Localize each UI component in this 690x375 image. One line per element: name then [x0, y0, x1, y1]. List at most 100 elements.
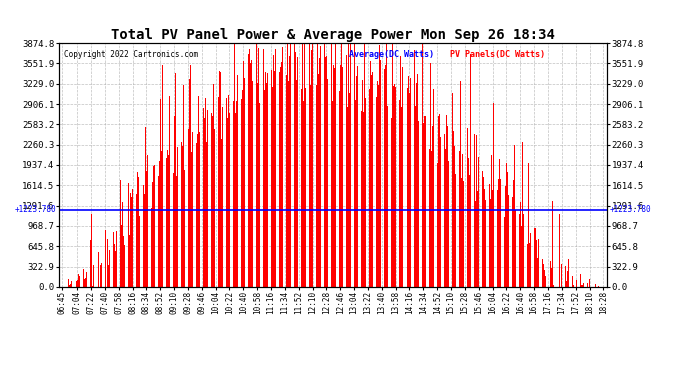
Bar: [598, 286, 599, 287]
Bar: [161, 151, 162, 287]
Bar: [513, 180, 514, 287]
Bar: [258, 48, 259, 287]
Bar: [319, 58, 320, 287]
Bar: [503, 127, 504, 287]
Bar: [282, 47, 283, 287]
Bar: [527, 244, 528, 287]
Bar: [528, 163, 529, 287]
Bar: [103, 250, 104, 287]
Bar: [280, 67, 281, 287]
Bar: [239, 43, 240, 287]
Bar: [493, 103, 494, 287]
Bar: [421, 83, 422, 287]
Bar: [153, 166, 154, 287]
Bar: [455, 174, 456, 287]
Bar: [184, 171, 185, 287]
Bar: [201, 106, 202, 287]
Bar: [323, 43, 324, 287]
Bar: [467, 128, 468, 287]
Bar: [373, 49, 374, 287]
Bar: [515, 210, 516, 287]
Bar: [287, 43, 288, 287]
Bar: [440, 137, 441, 287]
Bar: [124, 245, 125, 287]
Bar: [462, 154, 463, 287]
Bar: [155, 207, 156, 287]
Bar: [477, 192, 478, 287]
Bar: [177, 147, 178, 287]
Bar: [146, 171, 147, 287]
Bar: [460, 81, 461, 287]
Bar: [162, 64, 163, 287]
Bar: [218, 97, 219, 287]
Bar: [67, 276, 68, 287]
Bar: [387, 106, 388, 287]
Bar: [227, 118, 228, 287]
Bar: [333, 65, 334, 287]
Bar: [225, 99, 226, 287]
Bar: [304, 43, 305, 287]
Bar: [380, 60, 381, 287]
Bar: [562, 276, 563, 287]
Bar: [76, 281, 77, 287]
Bar: [328, 44, 329, 287]
Bar: [332, 101, 333, 287]
Bar: [589, 279, 590, 287]
Bar: [453, 131, 454, 287]
Bar: [180, 181, 181, 287]
Bar: [376, 97, 377, 287]
Bar: [500, 179, 501, 287]
Bar: [536, 240, 537, 287]
Bar: [299, 43, 300, 287]
Bar: [199, 132, 200, 287]
Bar: [388, 93, 389, 287]
Bar: [110, 238, 111, 287]
Bar: [492, 190, 493, 287]
Bar: [581, 285, 582, 287]
Bar: [378, 85, 379, 287]
Bar: [259, 103, 260, 287]
Bar: [74, 278, 75, 287]
Bar: [273, 55, 274, 287]
Bar: [139, 216, 140, 287]
Bar: [531, 218, 532, 287]
Bar: [290, 43, 291, 287]
Bar: [359, 43, 360, 287]
Bar: [468, 159, 469, 287]
Text: Copyright 2022 Cartronics.com: Copyright 2022 Cartronics.com: [64, 51, 198, 59]
Bar: [430, 63, 431, 287]
Bar: [295, 52, 296, 287]
Bar: [505, 186, 506, 287]
Bar: [481, 176, 482, 287]
Bar: [191, 152, 192, 287]
Bar: [236, 100, 237, 287]
Bar: [316, 85, 317, 287]
Bar: [144, 194, 145, 287]
Bar: [251, 60, 252, 287]
Bar: [196, 143, 197, 287]
Bar: [469, 174, 470, 287]
Bar: [325, 57, 326, 287]
Bar: [242, 90, 243, 287]
Bar: [433, 89, 434, 287]
Bar: [392, 43, 393, 287]
Bar: [297, 57, 298, 287]
Bar: [208, 110, 209, 287]
Bar: [401, 106, 402, 287]
Bar: [167, 150, 168, 287]
Bar: [187, 140, 188, 287]
Bar: [151, 208, 152, 287]
Bar: [395, 87, 396, 287]
Bar: [222, 107, 223, 287]
Bar: [546, 251, 547, 287]
Bar: [424, 116, 425, 287]
Bar: [289, 56, 290, 287]
Bar: [402, 66, 403, 287]
Bar: [278, 77, 279, 287]
Bar: [229, 113, 230, 287]
Bar: [100, 265, 101, 287]
Bar: [130, 193, 131, 287]
Bar: [422, 44, 423, 287]
Bar: [514, 145, 515, 287]
Text: PV Panels(DC Watts): PV Panels(DC Watts): [445, 51, 545, 59]
